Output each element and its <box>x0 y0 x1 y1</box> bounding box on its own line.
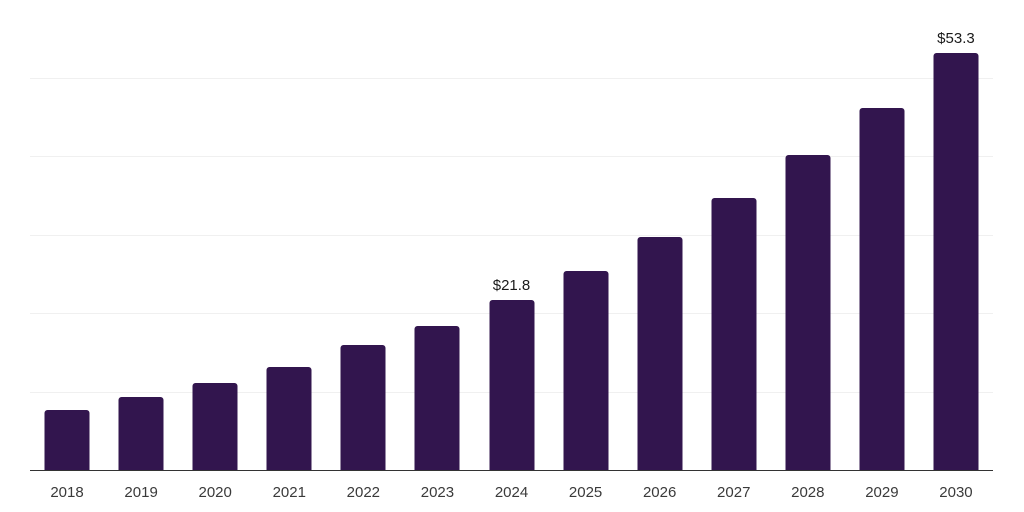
x-tick-label-2023: 2023 <box>420 484 455 501</box>
x-tick-label-2022: 2022 <box>346 484 381 501</box>
x-tick-label-2030: 2030 <box>939 484 973 501</box>
x-tick-label-2029: 2029 <box>865 484 899 501</box>
x-tick-label-2027: 2027 <box>717 484 751 501</box>
bar-2020 <box>192 383 238 471</box>
gridline-40 <box>30 156 993 158</box>
x-tick-label-2028: 2028 <box>791 484 825 501</box>
bar-2022 <box>340 345 386 471</box>
plot-area: $21.8 $53.3 <box>30 0 993 471</box>
bar-2028 <box>785 154 831 471</box>
x-tick-label-2024: 2024 <box>494 484 529 501</box>
x-tick-label-2026: 2026 <box>642 484 677 501</box>
x-tick-label-2019: 2019 <box>124 484 158 501</box>
x-tick-label-2025: 2025 <box>568 484 603 501</box>
x-tick-label-2018: 2018 <box>50 484 84 501</box>
gridline-30 <box>30 234 993 236</box>
bar-2019 <box>118 397 164 471</box>
bar-2018 <box>44 409 90 471</box>
x-tick-label-2020: 2020 <box>198 484 232 501</box>
bar-2023 <box>414 325 460 471</box>
bar-2021 <box>266 367 312 471</box>
bar-2024 <box>489 299 534 471</box>
x-tick-label-2021: 2021 <box>272 484 306 501</box>
bar-2030 <box>933 52 979 471</box>
bar-value-label-2030: $53.3 <box>937 30 975 48</box>
bar-2029 <box>859 107 905 471</box>
bar-2026 <box>637 237 683 471</box>
bar-2027 <box>711 197 757 471</box>
gridline-50 <box>30 77 993 79</box>
x-axis-labels: 2018 2019 2020 2021 2022 2023 2024 2025 2026 2027… <box>30 484 993 502</box>
x-axis-line <box>30 469 993 471</box>
bar-2025 <box>563 270 609 471</box>
bar-value-label-2024: $21.8 <box>492 277 531 295</box>
